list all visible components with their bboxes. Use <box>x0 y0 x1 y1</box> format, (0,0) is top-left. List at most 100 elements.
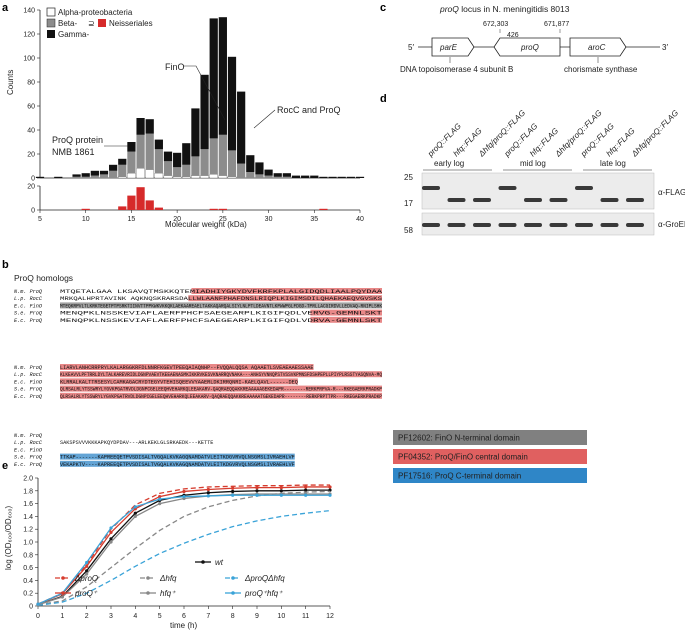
bar-beta <box>255 174 263 178</box>
growth-ytick-label: 1.6 <box>23 501 33 508</box>
blot-groel-label: α-GroEL <box>658 220 685 229</box>
histogram-xtick-label: 40 <box>356 216 364 223</box>
domain-legend-label: PF04352: ProQ/FinO central domain <box>398 453 528 462</box>
gene-parE-description: DNA topoisomerase 4 subunit B <box>400 65 513 74</box>
growth-xtick-label: 3 <box>109 613 113 620</box>
bar-gamma <box>274 173 282 177</box>
histogram-xtick-label: 30 <box>265 216 273 223</box>
alignment-sequence: MENQPKLNSSKEVIAFLAERFPHCFSAEGEARPLKIGIFQ… <box>60 318 382 324</box>
phase-mid-log: mid log <box>520 159 546 168</box>
bar-beta <box>146 134 154 170</box>
bar-gamma <box>255 162 263 174</box>
bar-beta <box>164 161 172 175</box>
alignment-species-name: E.c. FinO <box>14 303 42 309</box>
growth-legend-marker <box>61 576 65 580</box>
bar-neisseriales <box>136 187 144 210</box>
alignment-sequence: SAKSPSVVVKKKAPKQYDPDAV---ARLKEKLGLSRKAED… <box>60 440 213 446</box>
domain-legend: PF12602: FinO N-terminal domain PF04352: … <box>393 430 587 483</box>
growth-ytick-label: 0.4 <box>23 578 33 585</box>
groel-band <box>601 223 619 227</box>
growth-legend-label: hfq⁺ <box>160 589 176 598</box>
growth-xtick-label: 7 <box>206 613 210 620</box>
bar-gamma <box>127 142 135 152</box>
annotation-proq-protein: ProQ protein <box>52 135 103 145</box>
growth-point <box>158 502 161 505</box>
bar-beta <box>91 176 99 178</box>
growth-xtick-label: 12 <box>326 613 334 620</box>
growth-point <box>182 490 185 493</box>
bar-alphaproteobacteria <box>200 176 208 178</box>
neisseriales-ytick-label: 20 <box>27 184 35 191</box>
coord-left: 672,303 <box>483 21 508 28</box>
growth-point <box>109 526 112 529</box>
alignment-species-name: S.e. ProQ <box>14 387 42 393</box>
histogram-ytick-label: 40 <box>27 128 35 135</box>
flag-band <box>473 198 491 202</box>
bar-gamma <box>283 173 291 177</box>
growth-ytick-label: 2.0 <box>23 476 33 483</box>
alignment-sequence: MTQETALGAA LKSAVQTMSKKQTEMIADHIYGKYDVFKR… <box>60 289 383 295</box>
histogram-ytick-label: 60 <box>27 104 35 111</box>
domain-legend-label: PF17516: ProQ C-terminal domain <box>398 472 521 481</box>
bar-gamma <box>100 171 108 175</box>
growth-point <box>207 488 210 491</box>
legend-swatch-neisseriales <box>98 19 106 27</box>
bar-gamma <box>136 118 144 135</box>
growth-ytick-label: 1.0 <box>23 540 33 547</box>
growth-xtick-label: 9 <box>255 613 259 620</box>
growth-ytick-label: 1.8 <box>23 488 33 495</box>
gene-aroC: aroC <box>588 43 606 52</box>
growth-point <box>36 602 39 605</box>
alignment-species-name: E.c. ProQ <box>14 394 42 400</box>
legend-swatch-alpha <box>47 8 55 16</box>
growth-point <box>328 485 331 488</box>
growth-curve-panel: 0 1 2 3 4 5 6 7 8 9 10 11 1200.20.40.60.81.01.21.41.… <box>4 476 334 631</box>
growth-line-1 <box>38 485 330 604</box>
histogram-ytick-label: 0 <box>31 176 35 183</box>
histogram-xtick-label: 35 <box>310 216 318 223</box>
bar-gamma <box>173 153 181 167</box>
growth-xtick-label: 2 <box>85 613 89 620</box>
groel-band <box>422 223 440 227</box>
bar-gamma <box>301 176 309 178</box>
bar-neisseriales <box>219 209 227 210</box>
growth-point <box>109 531 112 534</box>
alignment-species-name: L.p. RocC <box>14 440 43 446</box>
flag-band <box>575 186 593 190</box>
panel-label-d: d <box>380 93 387 105</box>
bar-neisseriales <box>319 209 327 210</box>
growth-point <box>255 494 258 497</box>
bar-beta <box>200 149 208 175</box>
growth-ytick-label: 0.2 <box>23 591 33 598</box>
panel-label-e: e <box>2 460 8 472</box>
bar-alphaproteobacteria <box>219 176 227 178</box>
panel-label-a: a <box>2 2 9 14</box>
bar-beta <box>118 165 126 177</box>
alignment-sequence: QLRSALRLYTSSWRYLYGVKPGATRVDLDGNPCGELEEQH… <box>60 387 382 393</box>
growth-point <box>328 494 331 497</box>
alignment-species-name: N.m. ProQ <box>14 433 42 439</box>
flag-band <box>626 198 644 202</box>
flag-band <box>448 198 466 202</box>
bar-gamma <box>82 173 90 177</box>
bar-gamma <box>91 171 99 176</box>
growth-point <box>304 494 307 497</box>
blot-flag-label: α-FLAG <box>658 188 685 197</box>
alignment-species-name: E.c. ProQ <box>14 318 42 324</box>
alignment-sequence: KLKEAVVLPFTRRLDYLTALKAREVRIDLDGNPVAEVTKE… <box>60 372 382 378</box>
blot-flag <box>422 173 654 209</box>
legend-neisseriales: Neisseriales <box>109 19 153 28</box>
histogram-ytick-label: 20 <box>27 152 35 159</box>
bar-beta <box>109 171 117 178</box>
growth-ytick-label: 0.6 <box>23 565 33 572</box>
annotation-rocc-leader <box>254 110 275 128</box>
growth-legend-label: Δhfq <box>159 574 177 583</box>
annotation-rocc-proq: RocC and ProQ <box>277 105 341 115</box>
lane-label: Δhfq/proQ::FLAG <box>629 108 680 159</box>
growth-point <box>231 487 234 490</box>
bar-gamma <box>191 108 199 156</box>
histogram-ytick-label: 140 <box>23 8 35 15</box>
bar-gamma <box>146 119 154 133</box>
domain-legend-label: PF12602: FinO N-terminal domain <box>398 434 520 443</box>
bar-beta <box>182 165 190 177</box>
